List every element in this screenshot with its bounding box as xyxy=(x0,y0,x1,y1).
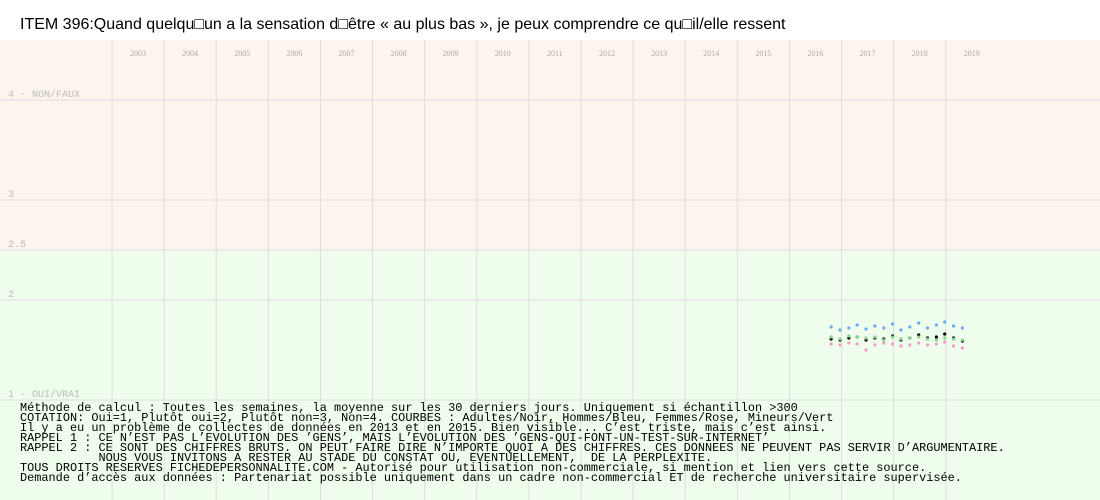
data-point xyxy=(934,342,938,346)
x-tick-label: 2018 xyxy=(912,49,928,58)
data-point xyxy=(891,322,895,326)
x-tick-label: 2016 xyxy=(807,49,823,58)
data-point xyxy=(891,342,895,346)
data-point xyxy=(925,343,930,347)
data-point xyxy=(864,348,868,352)
data-point xyxy=(838,343,842,347)
x-tick-label: 2011 xyxy=(547,49,563,58)
data-point xyxy=(925,326,930,330)
data-point xyxy=(960,338,965,342)
background-zone xyxy=(0,250,1100,500)
x-tick-label: 2017 xyxy=(860,49,876,58)
data-point xyxy=(908,336,912,340)
x-tick-label: 2004 xyxy=(182,49,198,58)
x-tick-label: 2009 xyxy=(443,49,459,58)
data-point xyxy=(925,337,930,341)
data-point xyxy=(899,344,903,348)
x-tick-label: 2007 xyxy=(338,49,354,58)
x-tick-label: 2015 xyxy=(755,49,771,58)
y-tick-label: 2 xyxy=(8,290,14,301)
y-tick-label: 4 - NON/FAUX xyxy=(8,89,80,101)
data-point xyxy=(882,338,886,342)
data-point xyxy=(943,340,947,344)
data-point xyxy=(951,324,956,328)
y-tick-label: 1 - OUI/VRAI xyxy=(8,389,80,401)
data-point xyxy=(917,341,921,345)
footnote: Il y a eu un problème de collectes de do… xyxy=(20,421,826,435)
footnote: Demande d’accès aux données : Partenaria… xyxy=(20,471,962,485)
x-tick-label: 2005 xyxy=(234,49,250,58)
data-point xyxy=(891,335,895,339)
data-point xyxy=(934,338,938,342)
data-point xyxy=(934,335,938,339)
data-point xyxy=(899,337,903,341)
footnote: Méthode de calcul : Toutes les semaines,… xyxy=(20,401,798,415)
footnote: RAPPEL 2 : CE SONT DES CHIFFRES BRUTS. O… xyxy=(20,441,1005,455)
data-point xyxy=(917,335,921,339)
data-point xyxy=(908,343,912,347)
data-point xyxy=(829,335,833,339)
footnote: TOUS DROITS RESERVES FICHEDEPERSONNALITE… xyxy=(20,461,926,475)
data-point xyxy=(943,336,947,340)
data-point xyxy=(960,346,965,350)
data-point xyxy=(882,341,886,345)
data-point xyxy=(873,343,877,347)
data-point xyxy=(873,324,877,328)
x-tick-label: 2008 xyxy=(391,49,407,58)
x-tick-label: 2014 xyxy=(703,49,719,58)
data-point xyxy=(951,337,956,341)
data-point xyxy=(864,327,868,331)
x-tick-label: 2012 xyxy=(599,49,615,58)
data-point xyxy=(829,342,833,346)
x-tick-label: 2013 xyxy=(651,49,667,58)
data-point xyxy=(899,328,903,332)
footnote: NOUS VOUS INVITONS A RESTER AU STADE DU … xyxy=(20,451,712,465)
data-point xyxy=(855,335,859,339)
data-point xyxy=(873,335,877,339)
data-point xyxy=(829,325,833,329)
data-point xyxy=(882,326,886,330)
y-tick-label: 3 xyxy=(8,190,14,201)
data-point xyxy=(908,325,912,329)
data-point xyxy=(943,332,947,336)
data-point xyxy=(864,336,868,340)
footnote: RAPPEL 1 : CE N’EST PAS L’EVOLUTION DES … xyxy=(20,431,769,445)
data-point xyxy=(838,328,842,332)
data-point xyxy=(847,341,851,345)
x-tick-label: 2003 xyxy=(130,49,146,58)
data-point xyxy=(943,320,947,324)
x-tick-label: 2006 xyxy=(286,49,302,58)
data-point xyxy=(847,326,851,330)
data-point xyxy=(838,337,842,341)
data-point xyxy=(855,342,859,346)
x-tick-label: 2010 xyxy=(495,49,511,58)
data-point xyxy=(951,344,956,348)
chart-title: ITEM 396:Quand quelqu□un a la sensation … xyxy=(20,16,786,33)
y-tick-label: 2.5 xyxy=(8,240,26,251)
x-tick-label: 2019 xyxy=(964,49,980,58)
data-point xyxy=(847,334,851,338)
data-point xyxy=(917,321,921,325)
footnote: COTATION: Oui=1, Plutôt oui=2, Plutôt no… xyxy=(20,411,833,425)
data-point xyxy=(960,326,965,330)
data-point xyxy=(934,323,938,327)
data-point xyxy=(855,323,859,327)
background-zone xyxy=(0,40,1100,250)
